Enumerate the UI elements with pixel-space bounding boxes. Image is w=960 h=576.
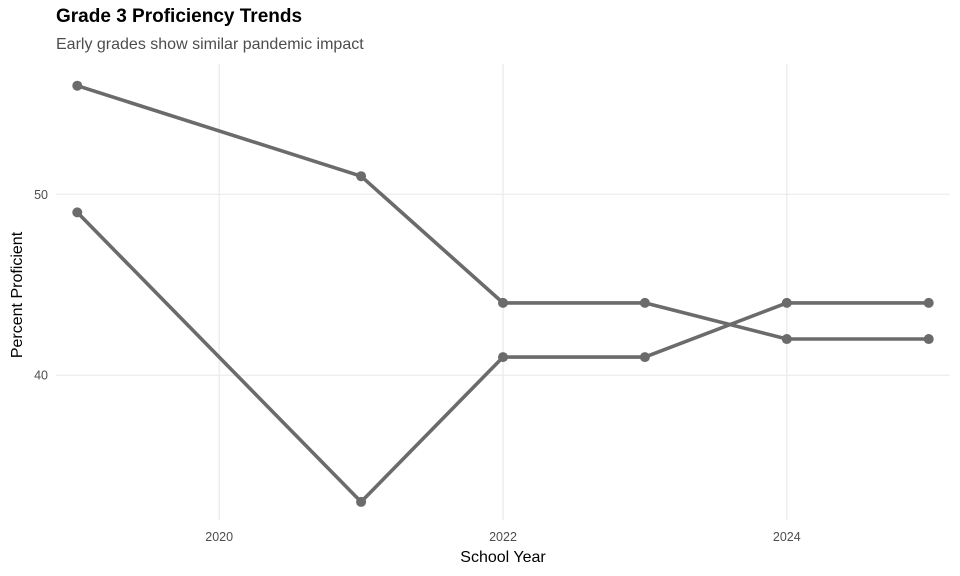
- y-axis-title: Percent Proficient: [9, 231, 26, 358]
- series-group: [72, 207, 934, 507]
- data-point: [639, 352, 650, 363]
- tick-layer: 2020 2022 2024 40 50: [34, 188, 801, 544]
- x-tick-label: 2020: [205, 530, 233, 544]
- data-point: [72, 207, 83, 218]
- data-point: [781, 334, 792, 345]
- data-point: [498, 352, 508, 363]
- x-tick-label: 2024: [773, 530, 801, 544]
- series-layer: [72, 80, 934, 507]
- data-point: [781, 297, 792, 308]
- chart-subtitle: Early grades show similar pandemic impac…: [56, 36, 364, 53]
- x-tick-label: 2022: [489, 530, 517, 544]
- series-line: [75, 83, 931, 341]
- series-line: [75, 210, 931, 504]
- y-tick-label: 50: [34, 188, 48, 202]
- data-point: [498, 297, 508, 308]
- data-point: [923, 334, 934, 345]
- data-point: [356, 171, 367, 182]
- data-point: [356, 496, 367, 507]
- y-tick-label: 40: [34, 369, 48, 383]
- grid-layer: [56, 64, 950, 520]
- series-group: [72, 80, 934, 345]
- data-point: [639, 297, 650, 308]
- data-point: [923, 297, 934, 308]
- x-axis-title: School Year: [460, 549, 546, 566]
- chart-title: Grade 3 Proficiency Trends: [56, 6, 303, 27]
- data-point: [72, 80, 83, 91]
